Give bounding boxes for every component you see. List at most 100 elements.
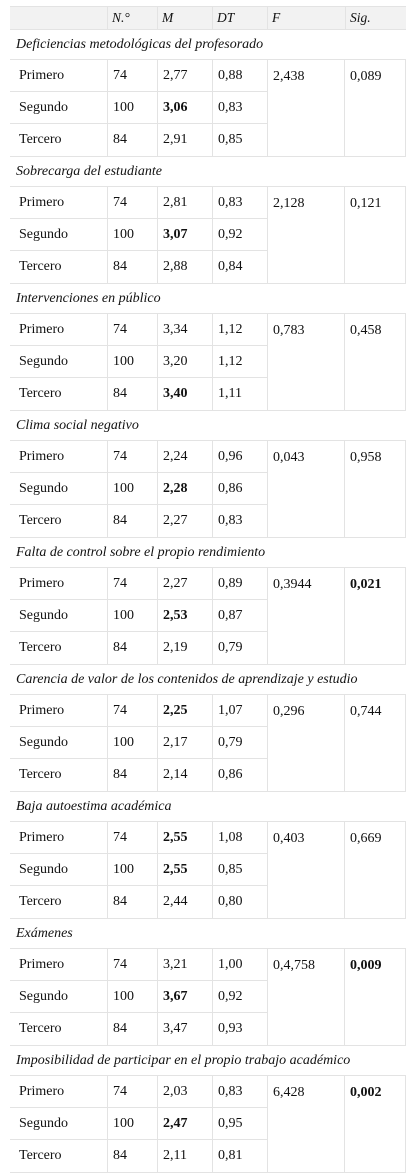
row-label: Primero [10, 822, 107, 854]
row-label: Segundo [10, 600, 107, 632]
row-dt: 0,86 [212, 759, 267, 791]
row-label: Tercero [19, 1021, 62, 1036]
row-n: 84 [107, 251, 157, 283]
f-value: 2,128 [267, 187, 345, 283]
row-mean: 3,34 [157, 314, 212, 346]
row-mean: 2,91 [157, 124, 212, 156]
row-label: Primero [10, 949, 107, 981]
row-mean: 3,47 [157, 1013, 212, 1045]
row-dt: 0,96 [212, 441, 267, 473]
f-value: 0,043 [267, 441, 345, 537]
row-mean: 2,55 [157, 822, 212, 854]
f-value: 0,4,758 [267, 949, 345, 1045]
row-dt: 0,79 [212, 632, 267, 664]
row-label: Primero [10, 1076, 107, 1108]
row-label: Primero [10, 441, 107, 473]
group-title: Baja autoestima académica [10, 792, 406, 822]
row-mean: 2,77 [157, 60, 212, 92]
group-rows: Primero 74 2,77 0,88 Segundo 100 3,06 0,83 Terce… [10, 60, 406, 157]
row-n: 84 [107, 124, 157, 156]
group-title: Exámenes [10, 919, 406, 949]
row-n: 100 [107, 473, 157, 505]
row-dt: 1,07 [212, 695, 267, 727]
group-rows: Primero 74 2,55 1,08 Segundo 100 2,55 0,85 Terce… [10, 822, 406, 919]
sig-value: 0,089 [345, 60, 406, 156]
row-mean: 2,28 [157, 473, 212, 505]
row-dt: 0,92 [212, 219, 267, 251]
row-n: 84 [107, 505, 157, 537]
row-label: Primero [10, 60, 107, 92]
f-value: 0,296 [267, 695, 345, 791]
row-dt: 0,81 [212, 1140, 267, 1172]
group-rows: Primero 74 2,27 0,89 Segundo 100 2,53 0,87 Terce… [10, 568, 406, 665]
row-label: Segundo [10, 854, 107, 886]
row-n: 100 [107, 1108, 157, 1140]
row-dt: 0,92 [212, 981, 267, 1013]
group-rows: Primero 74 2,25 1,07 Segundo 100 2,17 0,79 Terce… [10, 695, 406, 792]
row-label: Tercero [19, 767, 62, 782]
row-n: 100 [107, 346, 157, 378]
row-dt: 0,89 [212, 568, 267, 600]
row-label: Segundo [10, 981, 107, 1013]
group-rows: Primero 74 2,24 0,96 Segundo 100 2,28 0,86 Terce… [10, 441, 406, 538]
row-mean: 2,27 [157, 568, 212, 600]
row-mean: 2,11 [157, 1140, 212, 1172]
row-n: 84 [107, 1140, 157, 1172]
row-mean: 2,24 [157, 441, 212, 473]
row-dt: 0,83 [212, 92, 267, 124]
row-mean: 2,47 [157, 1108, 212, 1140]
row-mean: 3,40 [157, 378, 212, 410]
row-dt: 0,83 [212, 505, 267, 537]
row-label: Tercero [19, 1148, 62, 1163]
row-dt: 0,95 [212, 1108, 267, 1140]
row-mean: 3,20 [157, 346, 212, 378]
row-n: 100 [107, 854, 157, 886]
row-dt: 0,87 [212, 600, 267, 632]
row-label: Primero [10, 187, 107, 219]
row-label: Tercero [19, 894, 62, 909]
row-label: Tercero [19, 259, 62, 274]
header-m: M [157, 7, 212, 29]
row-label: Segundo [10, 219, 107, 251]
row-mean: 2,03 [157, 1076, 212, 1108]
row-n: 100 [107, 981, 157, 1013]
row-label: Primero [10, 695, 107, 727]
data-table: N.° M DT F Sig. Deficiencias metodológic… [10, 6, 406, 1173]
row-label: Tercero [19, 640, 62, 655]
row-n: 74 [107, 187, 157, 219]
sig-value: 0,021 [345, 568, 406, 664]
row-n: 74 [107, 949, 157, 981]
row-mean: 2,19 [157, 632, 212, 664]
row-mean: 2,88 [157, 251, 212, 283]
row-n: 84 [107, 632, 157, 664]
row-mean: 2,14 [157, 759, 212, 791]
row-label: Primero [10, 314, 107, 346]
group-rows: Primero 74 3,21 1,00 Segundo 100 3,67 0,92 Terce… [10, 949, 406, 1046]
row-label: Tercero [19, 132, 62, 147]
row-n: 100 [107, 727, 157, 759]
row-n: 84 [107, 759, 157, 791]
group-title: Imposibilidad de participar en el propio… [10, 1046, 406, 1076]
f-value: 0,3944 [267, 568, 345, 664]
row-n: 74 [107, 1076, 157, 1108]
row-mean: 2,81 [157, 187, 212, 219]
row-n: 84 [107, 378, 157, 410]
sig-value: 0,121 [345, 187, 406, 283]
sig-value: 0,002 [345, 1076, 406, 1172]
row-n: 84 [107, 1013, 157, 1045]
header-f: F [267, 7, 345, 29]
row-n: 74 [107, 568, 157, 600]
row-n: 100 [107, 219, 157, 251]
group-rows: Primero 74 2,81 0,83 Segundo 100 3,07 0,92 Terce… [10, 187, 406, 284]
row-dt: 0,79 [212, 727, 267, 759]
row-dt: 1,12 [212, 346, 267, 378]
table-body: Deficiencias metodológicas del profesora… [10, 30, 406, 1173]
row-label: Tercero [19, 513, 62, 528]
row-dt: 1,08 [212, 822, 267, 854]
row-n: 74 [107, 695, 157, 727]
header-blank [10, 7, 107, 29]
header-dt: DT [212, 7, 267, 29]
row-mean: 2,44 [157, 886, 212, 918]
row-dt: 0,85 [212, 124, 267, 156]
f-value: 6,428 [267, 1076, 345, 1172]
